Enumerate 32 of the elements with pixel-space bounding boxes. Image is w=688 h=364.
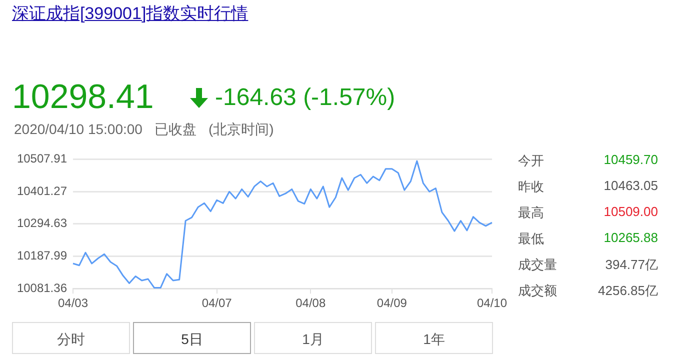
text: 昨收 [518,178,544,196]
text: 10459.70 [604,152,658,167]
text: -164.63 (-1.57%) [215,84,396,112]
x-tick-label: 04/09 [376,296,408,310]
text: 1年 [375,322,493,354]
text: 最高 [518,204,544,222]
y-tick-label: 10081.36 [16,280,68,295]
text: 今开 [518,152,544,170]
text: 5日 [133,322,251,354]
text: 1月 [254,322,372,354]
text: 最低 [518,230,544,248]
text: 10298.41 [12,78,154,117]
text: 已收盘 [154,121,196,137]
x-tick-label: 04/07 [202,296,232,310]
text: 成交量 [518,256,557,274]
chart-title: 深证成指[399001]指数实时行情 [12,3,248,25]
text: 分时 [12,322,130,354]
text: 394.77亿 [605,256,658,274]
text: 2020/04/10 15:00:00 [14,121,142,137]
text: 10265.88 [604,230,658,245]
text: 4256.85亿 [598,282,658,300]
text: (北京时间) [208,121,274,137]
x-tick-label: 04/08 [296,296,326,310]
text: 10463.05 [604,178,658,193]
x-tick-label: 04/10 [476,296,508,310]
text: 成交额 [518,282,557,300]
y-tick-label: 10401.27 [16,184,68,198]
text: 10509.00 [604,204,658,219]
x-tick-label: 04/03 [58,296,88,310]
y-tick-label: 10294.63 [16,216,68,230]
y-tick-label: 10507.91 [16,152,68,166]
y-tick-label: 10187.99 [16,248,68,263]
